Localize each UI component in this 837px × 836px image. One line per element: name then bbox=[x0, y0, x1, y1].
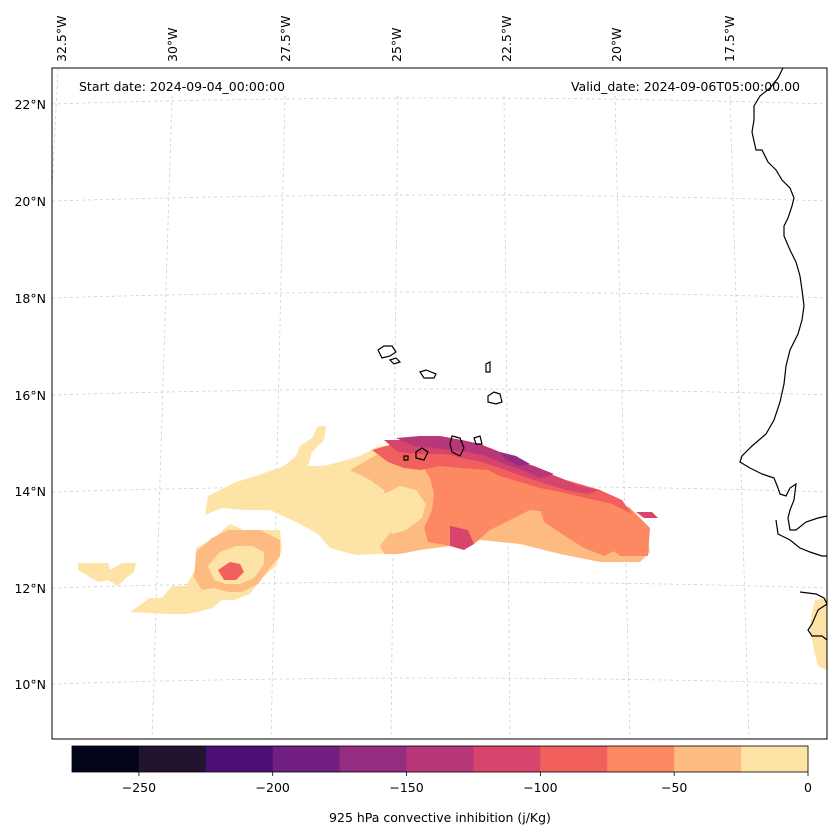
lat-label-22: 22°N bbox=[14, 97, 46, 112]
colorbar-tick-label: −100 bbox=[523, 780, 557, 795]
gridline-lat-20 bbox=[51, 194, 828, 202]
colorbar-tick-label: −50 bbox=[661, 780, 687, 795]
map-background bbox=[52, 68, 827, 739]
coastline-cape-verde-6 bbox=[415, 447, 429, 461]
coastline-west-africa-bays bbox=[799, 591, 828, 641]
gridline-lon-27-5 bbox=[270, 95, 286, 740]
coastline-cape-verde-4 bbox=[485, 361, 491, 373]
cin-region-light-south-africa bbox=[810, 598, 827, 670]
longitude-labels: 32.5°W 30°W 27.5°W 25°W 22.5°W 20°W 17.5… bbox=[54, 16, 737, 62]
lon-label-25: 25°W bbox=[389, 27, 404, 62]
lon-label-32-5: 32.5°W bbox=[54, 16, 69, 62]
valid-date-annotation: Valid_date: 2024-09-06T05:00:00.00 bbox=[571, 79, 800, 94]
start-date-annotation: Start date: 2024-09-04_00:00:00 bbox=[79, 79, 285, 94]
coastline-cape-verde-2 bbox=[388, 357, 402, 365]
cin-region-red-west bbox=[218, 562, 244, 580]
colorbar-tick-label: −150 bbox=[389, 780, 423, 795]
lat-label-20: 20°N bbox=[14, 194, 46, 209]
colorbar-label: 925 hPa convective inhibition (j/Kg) bbox=[329, 810, 551, 825]
cin-region-purple-edge bbox=[500, 452, 530, 466]
gridline-lon-20 bbox=[614, 95, 631, 740]
cin-region-red-far-east bbox=[636, 512, 658, 518]
colorbar-border bbox=[71, 745, 809, 773]
lat-label-16: 16°N bbox=[14, 388, 46, 403]
colorbar-tick-label: −250 bbox=[122, 780, 156, 795]
coastline-cape-verde-5 bbox=[487, 391, 503, 405]
coastline-cape-verde-9 bbox=[403, 455, 409, 461]
lon-label-22-5: 22.5°W bbox=[499, 16, 514, 62]
coastline-africa bbox=[739, 67, 828, 531]
gridline-lon-32-5 bbox=[51, 67, 59, 191]
colorbar-swatch bbox=[406, 746, 474, 772]
colorbar-swatch bbox=[741, 746, 809, 772]
coastline-cape-verde-7 bbox=[449, 435, 465, 457]
gridline-lon-22-5 bbox=[503, 95, 511, 740]
gridline-lat-18 bbox=[51, 291, 828, 299]
colorbar-swatch bbox=[339, 746, 408, 772]
gridlines bbox=[51, 67, 828, 740]
colorbar-swatch bbox=[674, 746, 742, 772]
cin-region-salmon-east bbox=[540, 508, 620, 556]
colorbar-ticks: −250 −200 −150 −100 −50 0 bbox=[122, 772, 812, 795]
gridline-lon-25 bbox=[390, 95, 399, 740]
gridline-lat-16 bbox=[51, 388, 828, 396]
gridline-lat-22 bbox=[51, 97, 828, 105]
coastlines bbox=[377, 67, 828, 641]
gridline-lat-14 bbox=[51, 485, 828, 493]
gridline-lon-17-5 bbox=[729, 95, 750, 740]
colorbar-swatch bbox=[473, 746, 541, 772]
lon-label-20: 20°W bbox=[609, 27, 624, 62]
lat-label-12: 12°N bbox=[14, 581, 46, 596]
lat-label-10: 10°N bbox=[14, 677, 46, 692]
colorbar-swatch bbox=[272, 746, 341, 772]
colorbar-swatches bbox=[72, 746, 809, 772]
map-panel bbox=[51, 67, 828, 740]
colorbar-swatch bbox=[72, 746, 140, 772]
lon-label-17-5: 17.5°W bbox=[722, 16, 737, 62]
coastline-cape-verde-8 bbox=[473, 435, 483, 445]
cin-region-magenta-band bbox=[396, 436, 554, 478]
cin-region-light-west bbox=[78, 563, 136, 586]
coastline-cape-verde-1 bbox=[377, 345, 397, 359]
gridline-lon-30 bbox=[151, 95, 173, 740]
cin-region-lightest-center bbox=[384, 486, 426, 534]
colorbar-swatch bbox=[205, 746, 274, 772]
gridline-lat-12 bbox=[51, 581, 828, 589]
colorbar-swatch bbox=[540, 746, 608, 772]
colorbar-tick-label: 0 bbox=[804, 780, 812, 795]
colorbar-swatch bbox=[138, 746, 207, 772]
gridline-lat-10 bbox=[51, 677, 828, 685]
cin-region-pink-band bbox=[384, 438, 600, 494]
cin-region-red-south bbox=[450, 526, 474, 550]
coastline-cape-verde-3 bbox=[419, 369, 437, 379]
cin-region-red-band bbox=[372, 442, 632, 514]
lon-label-30: 30°W bbox=[165, 27, 180, 62]
lat-label-14: 14°N bbox=[14, 484, 46, 499]
colorbar: −250 −200 −150 −100 −50 0 925 hPa convective … bbox=[71, 745, 812, 825]
colorbar-tick-label: −200 bbox=[256, 780, 290, 795]
map-border bbox=[51, 67, 828, 740]
latitude-labels: 22°N 20°N 18°N 16°N 14°N 12°N 10°N bbox=[14, 97, 46, 692]
lon-label-27-5: 27.5°W bbox=[278, 16, 293, 62]
lat-label-18: 18°N bbox=[14, 291, 46, 306]
cin-filled-contours bbox=[78, 426, 827, 670]
colorbar-swatch bbox=[607, 746, 675, 772]
coastline-west-africa-south bbox=[775, 519, 827, 557]
